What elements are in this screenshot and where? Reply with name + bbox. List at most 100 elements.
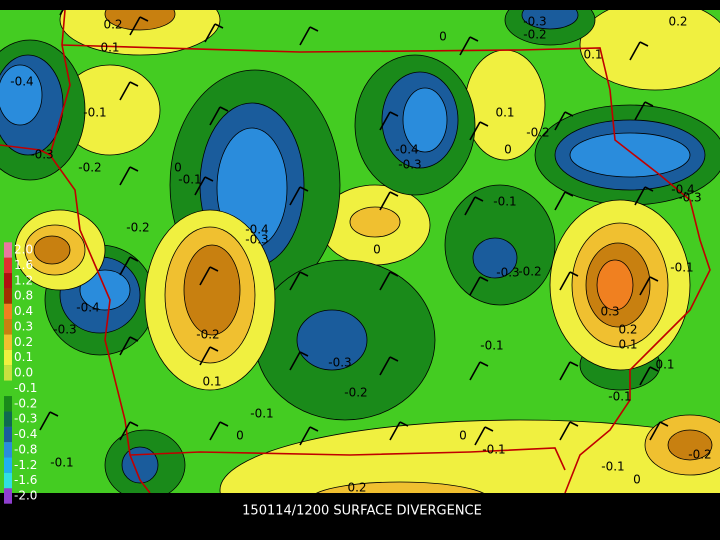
contour-label: 0.3 [600,305,619,319]
contour [121,446,159,484]
contour-label: 0 [633,473,641,487]
wind-barb [379,356,399,376]
wind-barb [119,336,139,356]
contour-label: -0.1 [601,460,624,474]
contour-label: -0.2 [344,386,367,400]
contour [104,10,176,31]
contour [296,309,368,371]
wind-barb [119,421,139,441]
contour-label: -0.2 [78,161,101,175]
wind-barb [649,421,669,441]
legend-label: 0.2 [14,335,33,349]
contour-label: -0.1 [250,407,273,421]
contour [316,481,484,493]
contour-label: -0.3 [678,191,701,205]
legend-label: 1.6 [14,258,33,272]
wind-barb [554,111,574,131]
wind-barb [559,271,579,291]
contour-label: -0.3 [53,323,76,337]
contour-label: -0.3 [245,233,268,247]
wind-barb [469,276,489,296]
legend-swatch [4,288,12,304]
contour-label: 0.1 [100,41,119,55]
contour-label: -0.1 [480,339,503,353]
contour-label: 0.1 [618,338,637,352]
contour-label: 0.2 [347,481,366,495]
legend-label: -0.2 [14,396,37,410]
contour-label: -0.2 [518,265,541,279]
wind-barb [629,41,649,61]
contour-label: 0.1 [583,48,602,62]
wind-barb [129,16,149,36]
wind-barb [639,366,659,386]
legend-swatch [4,411,12,427]
contour [219,419,720,493]
wind-barb [199,266,219,286]
contour-label: -0.4 [395,143,418,157]
contour-labels: -0.4-0.1-0.3-0.2 0-0.1-0.4-0.30.20.1-0.4-… [10,15,711,495]
wind-barb [289,186,309,206]
legend-swatch [4,273,12,289]
legend-swatch [4,488,12,504]
wind-barb [459,36,479,56]
contour [183,244,241,336]
legend-label: 0.4 [14,304,33,318]
contour [402,87,448,153]
contour-label: 0.1 [202,375,221,389]
wind-barb [379,271,399,291]
legend-swatch [4,349,12,366]
legend-label: -0.4 [14,427,37,441]
contour-label: -0.1 [178,173,201,187]
contour-label: 0 [504,143,512,157]
legend-label: 0.0 [14,366,33,380]
contour-label: -0.3 [496,266,519,280]
contour [472,237,518,279]
legend-label: -1.2 [14,458,37,472]
wind-barb [469,121,489,141]
legend-label: -0.1 [14,381,37,395]
contour-label: 0 [439,30,447,44]
wind-barb [209,421,229,441]
contour-label: 0.2 [668,15,687,29]
wind-barb [289,351,309,371]
wind-barb [464,196,484,216]
contour [667,429,713,461]
legend-swatch [4,396,12,412]
contour [33,235,71,265]
contour-label: -0.3 [398,158,421,172]
legend-swatch [4,380,12,397]
legend-label: 0.3 [14,319,33,333]
contour-label: -0.4 [671,183,694,197]
contour-label: -0.2 [523,28,546,42]
contour-label: -0.1 [670,261,693,275]
contour-label: 0 [459,429,467,443]
legend-swatch [4,334,12,350]
wind-barb [194,176,214,196]
legend-swatch [4,242,12,258]
wind-barb [469,361,489,381]
contour [596,259,634,311]
contour [521,10,579,30]
contour-label: 0 [373,243,381,257]
legend-swatch [4,303,12,320]
contour [569,132,691,178]
legend-label: 1.2 [14,273,33,287]
wind-barb [379,191,399,211]
contour [349,206,401,238]
contour-label: -0.3 [523,15,546,29]
border [0,144,51,156]
wind-barb [199,346,219,366]
contour-label: -0.2 [126,221,149,235]
wind-barb [39,411,59,431]
contour [579,10,720,91]
contour-label: 0.2 [103,18,122,32]
legend-label: -0.8 [14,442,37,456]
contour [59,10,221,56]
contour-label: -0.2 [688,448,711,462]
contour-label: -0.2 [196,328,219,342]
contour-label: 0.1 [655,358,674,372]
legend-label: 2.0 [14,243,33,257]
wind-barb [119,166,139,186]
legend-swatch [4,426,12,443]
